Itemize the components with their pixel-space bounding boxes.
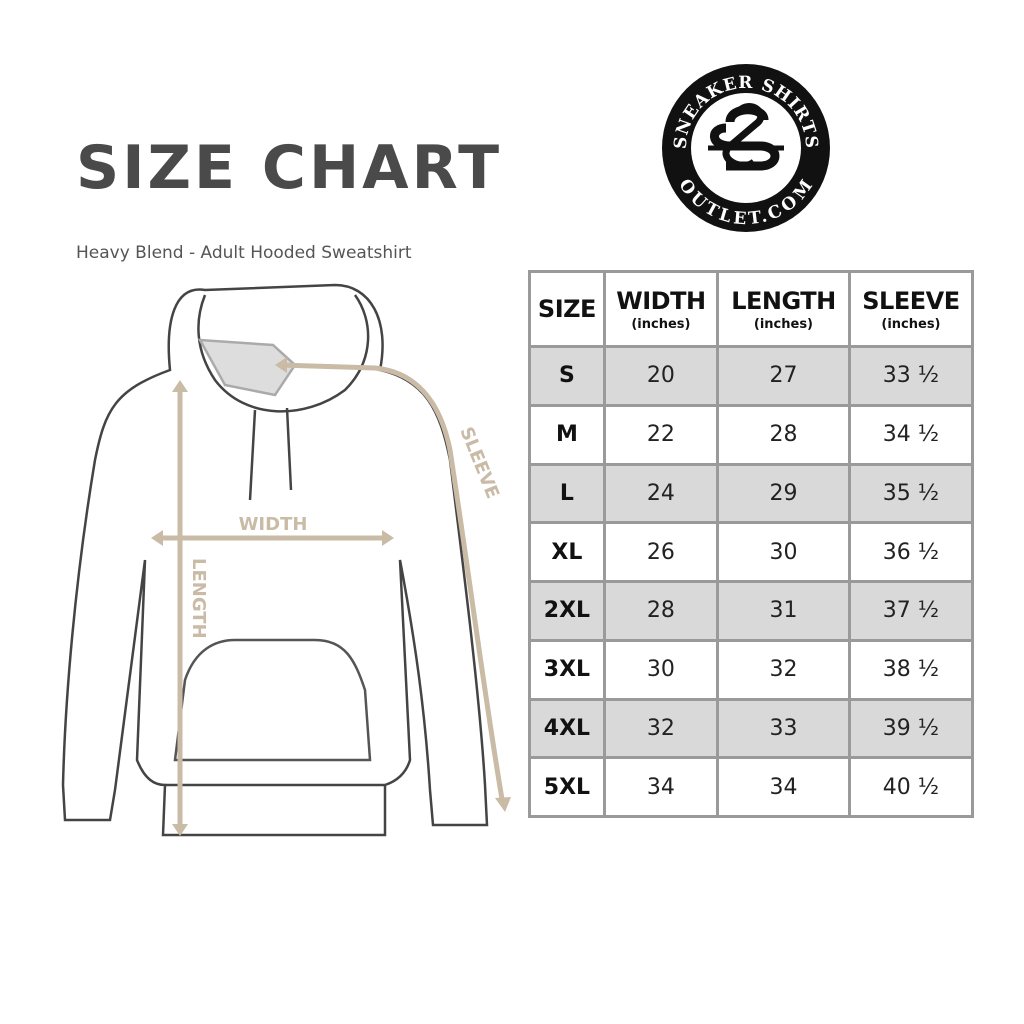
cell-length: 32 (716, 638, 851, 701)
header-unit: (inches) (631, 316, 691, 332)
header-width: WIDTH (inches) (602, 270, 720, 348)
cell-size: S (528, 345, 606, 407)
cell-size: M (528, 403, 606, 466)
cell-length: 30 (716, 521, 851, 583)
table-row: XL 26 30 36 ½ (528, 521, 975, 583)
table-row: M 22 28 34 ½ (528, 403, 975, 466)
table-header-row: SIZE WIDTH (inches) LENGTH (inches) SLEEVE… (528, 270, 975, 348)
cell-width: 28 (602, 580, 720, 642)
cell-width: 26 (602, 521, 720, 583)
cell-sleeve: 38 ½ (847, 638, 975, 701)
cell-length: 28 (716, 403, 851, 466)
cell-sleeve: 35 ½ (847, 462, 975, 525)
header-unit: (inches) (881, 316, 941, 332)
cell-size: L (528, 462, 606, 525)
hoodie-outline (61, 283, 489, 837)
size-table: SIZE WIDTH (inches) LENGTH (inches) SLEEVE… (528, 270, 975, 818)
header-sleeve: SLEEVE (inches) (847, 270, 975, 348)
header-label: LENGTH (731, 286, 836, 315)
table-row: 3XL 30 32 38 ½ (528, 638, 975, 701)
cell-sleeve: 33 ½ (847, 345, 975, 407)
cell-size: 3XL (528, 638, 606, 701)
product-subtitle: Heavy Blend - Adult Hooded Sweatshirt (76, 243, 412, 263)
table-row: 5XL 34 34 40 ½ (528, 756, 975, 818)
brand-logo: SNEAKER SHIRTS OUTLET.COM (662, 64, 830, 232)
cell-length: 27 (716, 345, 851, 407)
cell-width: 24 (602, 462, 720, 525)
cell-size: XL (528, 521, 606, 583)
table-row: 4XL 32 33 39 ½ (528, 697, 975, 760)
measurement-guides (155, 362, 506, 830)
cell-sleeve: 37 ½ (847, 580, 975, 642)
cell-size: 2XL (528, 580, 606, 642)
table-row: S 20 27 33 ½ (528, 345, 975, 407)
cell-sleeve: 34 ½ (847, 403, 975, 466)
table-row: L 24 29 35 ½ (528, 462, 975, 525)
cell-length: 31 (716, 580, 851, 642)
header-label: WIDTH (616, 286, 706, 315)
arrowheads (151, 357, 511, 836)
cell-width: 20 (602, 345, 720, 407)
cell-width: 34 (602, 756, 720, 818)
header-unit: (inches) (753, 316, 813, 332)
cell-width: 30 (602, 638, 720, 701)
hoodie-diagram: WIDTH LENGTH SLEEVE (61, 283, 511, 837)
length-label: LENGTH (188, 558, 209, 639)
header-size: SIZE (528, 270, 606, 348)
header-label: SLEEVE (862, 286, 960, 315)
header-length: LENGTH (inches) (716, 270, 851, 348)
cell-width: 22 (602, 403, 720, 466)
cell-sleeve: 39 ½ (847, 697, 975, 760)
cell-sleeve: 40 ½ (847, 756, 975, 818)
cell-length: 29 (716, 462, 851, 525)
cell-width: 32 (602, 697, 720, 760)
cell-length: 33 (716, 697, 851, 760)
header-label: SIZE (537, 295, 597, 323)
cell-size: 4XL (528, 697, 606, 760)
cell-length: 34 (716, 756, 851, 818)
cell-sleeve: 36 ½ (847, 521, 975, 583)
sleeve-label: SLEEVE (455, 424, 503, 502)
page-title: SIZE CHART (76, 133, 503, 203)
table-row: 2XL 28 31 37 ½ (528, 580, 975, 642)
cell-size: 5XL (528, 756, 606, 818)
width-label: WIDTH (239, 514, 308, 535)
monogram-icon (708, 103, 784, 171)
